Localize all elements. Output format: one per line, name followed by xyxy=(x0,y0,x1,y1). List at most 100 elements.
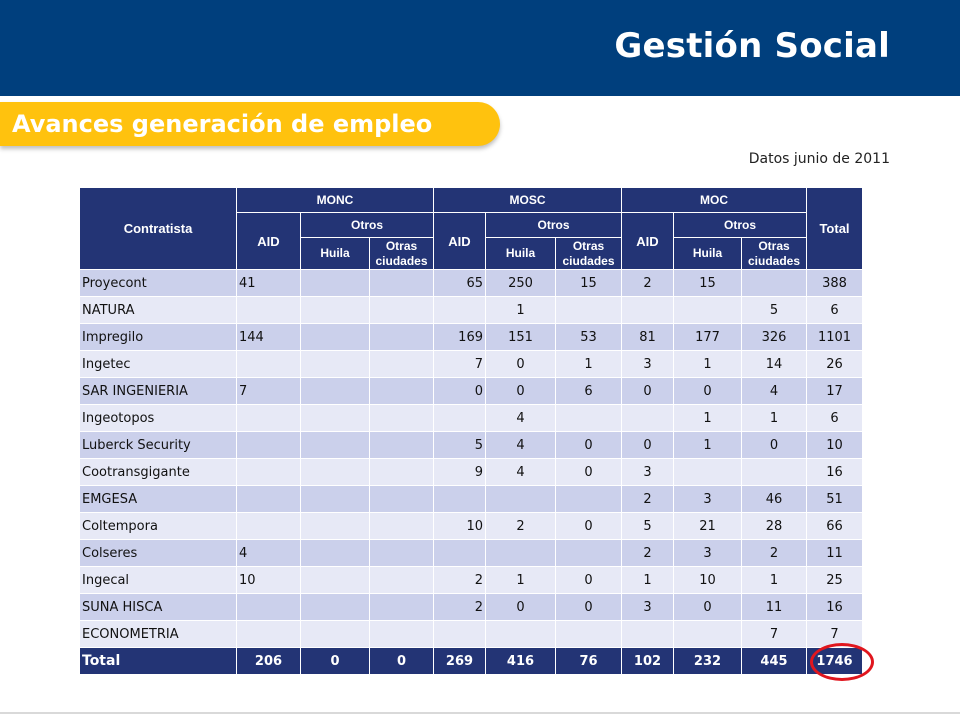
table-cell xyxy=(236,593,301,621)
table-cell: 10 xyxy=(236,566,301,594)
table-cell: 232 xyxy=(673,647,742,675)
header-otros: Otros xyxy=(673,212,807,238)
table-cell: 10 xyxy=(433,512,486,540)
table-cell: 15 xyxy=(555,269,622,297)
table-cell: 0 xyxy=(369,647,434,675)
header-group-moc: MOC xyxy=(621,187,807,213)
table-cell: 0 xyxy=(555,431,622,459)
table-cell xyxy=(555,404,622,432)
table-cell xyxy=(673,620,742,648)
table-cell: 41 xyxy=(236,269,301,297)
table-cell: 53 xyxy=(555,323,622,351)
table-cell xyxy=(300,458,370,486)
table-cell xyxy=(621,620,674,648)
table-row: Impregilo 144 169 151 53 81 177 326 1101 xyxy=(79,323,863,351)
table-cell: 151 xyxy=(485,323,556,351)
table-cell: 0 xyxy=(673,377,742,405)
table-cell xyxy=(300,512,370,540)
table-cell xyxy=(555,620,622,648)
table-cell: 2 xyxy=(433,566,486,594)
table-cell: 0 xyxy=(555,566,622,594)
table-cell xyxy=(236,458,301,486)
table-cell xyxy=(369,620,434,648)
table-cell xyxy=(621,404,674,432)
table-cell: 65 xyxy=(433,269,486,297)
table-cell: 1 xyxy=(485,296,556,324)
table-cell xyxy=(433,539,486,567)
contratista-name: Impregilo xyxy=(79,323,237,351)
section-title: Avances generación de empleo xyxy=(12,110,433,138)
table-cell: 102 xyxy=(621,647,674,675)
table-cell xyxy=(369,377,434,405)
header-otros: Otros xyxy=(300,212,434,238)
row-total-cell: 11 xyxy=(806,539,863,567)
table-cell xyxy=(555,485,622,513)
contratista-name: Ingeotopos xyxy=(79,404,237,432)
table-row: SAR INGENIERIA 7 0 0 6 0 0 4 17 xyxy=(79,377,863,405)
table-cell xyxy=(369,431,434,459)
table-cell xyxy=(485,620,556,648)
row-total-cell: 388 xyxy=(806,269,863,297)
table-cell xyxy=(673,458,742,486)
contratista-name: Ingecal xyxy=(79,566,237,594)
table-cell: 0 xyxy=(555,593,622,621)
table-cell: 7 xyxy=(236,377,301,405)
table-cell xyxy=(300,620,370,648)
table-cell xyxy=(555,296,622,324)
table-cell: 0 xyxy=(673,593,742,621)
table-cell xyxy=(300,269,370,297)
table-cell xyxy=(369,458,434,486)
header-aid: AID xyxy=(236,212,301,270)
table-cell: 3 xyxy=(673,539,742,567)
table-cell: 4 xyxy=(485,431,556,459)
table-cell: 269 xyxy=(433,647,486,675)
table-cell: 2 xyxy=(741,539,807,567)
table-cell: 46 xyxy=(741,485,807,513)
header-otras-ciudades: Otras ciudades xyxy=(555,237,622,270)
table-cell xyxy=(555,539,622,567)
table-cell: 1 xyxy=(555,350,622,378)
table-cell: 3 xyxy=(621,458,674,486)
table-cell: 4 xyxy=(485,458,556,486)
contratista-name: Luberck Security xyxy=(79,431,237,459)
row-total-cell: 10 xyxy=(806,431,863,459)
table-cell: 4 xyxy=(236,539,301,567)
row-total-cell: 25 xyxy=(806,566,863,594)
row-total-cell: 26 xyxy=(806,350,863,378)
table-cell: 0 xyxy=(741,431,807,459)
table-cell xyxy=(621,296,674,324)
page-title: Gestión Social xyxy=(614,26,890,66)
table-cell xyxy=(236,431,301,459)
table-cell xyxy=(369,593,434,621)
table-cell: 445 xyxy=(741,647,807,675)
table-cell xyxy=(741,269,807,297)
table-cell xyxy=(369,485,434,513)
table-cell xyxy=(369,350,434,378)
table-cell xyxy=(369,296,434,324)
total-label: Total xyxy=(79,647,237,675)
header-otras-ciudades: Otras ciudades xyxy=(369,237,434,270)
table-cell xyxy=(236,404,301,432)
total-row: Total 206 0 0 269 416 76 102 232 445 1746 xyxy=(79,647,863,675)
table-row: NATURA 1 5 6 xyxy=(79,296,863,324)
row-total-cell: 66 xyxy=(806,512,863,540)
table-cell: 3 xyxy=(621,350,674,378)
table-row: Ingeotopos 4 1 1 6 xyxy=(79,404,863,432)
row-total-cell: 6 xyxy=(806,404,863,432)
table-cell: 11 xyxy=(741,593,807,621)
table-cell: 5 xyxy=(741,296,807,324)
header-aid: AID xyxy=(621,212,674,270)
contratista-name: EMGESA xyxy=(79,485,237,513)
table-row: Proyecont 41 65 250 15 2 15 388 xyxy=(79,269,863,297)
table-cell: 169 xyxy=(433,323,486,351)
table-row: Coltempora 10 2 0 5 21 28 66 xyxy=(79,512,863,540)
table-cell: 1 xyxy=(741,566,807,594)
contratista-name: Colseres xyxy=(79,539,237,567)
header-total: Total xyxy=(806,187,863,270)
total-highlight-circle xyxy=(810,643,874,681)
table-cell xyxy=(369,566,434,594)
date-note: Datos junio de 2011 xyxy=(748,151,890,167)
table-cell: 177 xyxy=(673,323,742,351)
table-cell: 2 xyxy=(621,485,674,513)
contratista-name: ECONOMETRIA xyxy=(79,620,237,648)
